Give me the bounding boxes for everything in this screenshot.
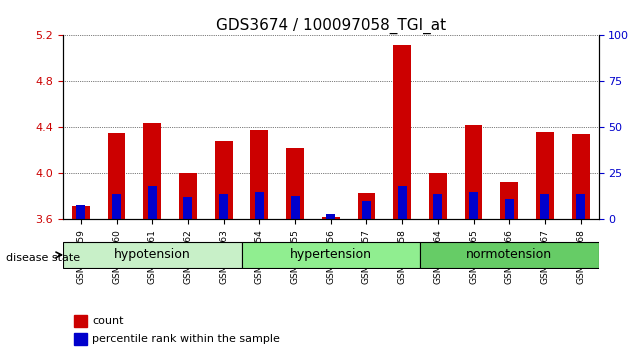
Bar	[143, 123, 161, 219]
Bar	[219, 194, 228, 219]
Bar	[536, 132, 554, 219]
Bar	[541, 194, 549, 219]
Text: hypertension: hypertension	[290, 249, 372, 261]
Bar	[74, 333, 87, 345]
Bar	[358, 193, 375, 219]
Bar	[255, 192, 264, 219]
Bar	[429, 173, 447, 219]
Bar	[72, 206, 90, 219]
Text: hypotension: hypotension	[114, 249, 191, 261]
Bar	[326, 214, 335, 219]
Bar	[505, 199, 513, 219]
Bar	[148, 186, 157, 219]
Bar	[362, 201, 371, 219]
FancyBboxPatch shape	[241, 242, 420, 268]
Bar	[469, 192, 478, 219]
FancyBboxPatch shape	[63, 242, 241, 268]
Bar	[286, 148, 304, 219]
Bar	[112, 194, 121, 219]
Bar	[500, 182, 518, 219]
FancyBboxPatch shape	[420, 242, 598, 268]
Bar	[465, 125, 483, 219]
Bar	[393, 45, 411, 219]
Text: normotension: normotension	[466, 249, 553, 261]
Bar	[108, 133, 125, 219]
Title: GDS3674 / 100097058_TGI_at: GDS3674 / 100097058_TGI_at	[215, 18, 446, 34]
Bar	[398, 186, 406, 219]
Bar	[433, 194, 442, 219]
Bar	[183, 198, 192, 219]
Bar	[179, 173, 197, 219]
Bar	[576, 194, 585, 219]
Bar	[76, 205, 85, 219]
Text: count: count	[93, 316, 124, 326]
Bar	[215, 141, 232, 219]
Bar	[251, 130, 268, 219]
Bar	[572, 134, 590, 219]
Text: disease state: disease state	[6, 253, 81, 263]
Bar	[74, 315, 87, 327]
Text: percentile rank within the sample: percentile rank within the sample	[93, 334, 280, 344]
Bar	[290, 195, 299, 219]
Bar	[322, 217, 340, 219]
